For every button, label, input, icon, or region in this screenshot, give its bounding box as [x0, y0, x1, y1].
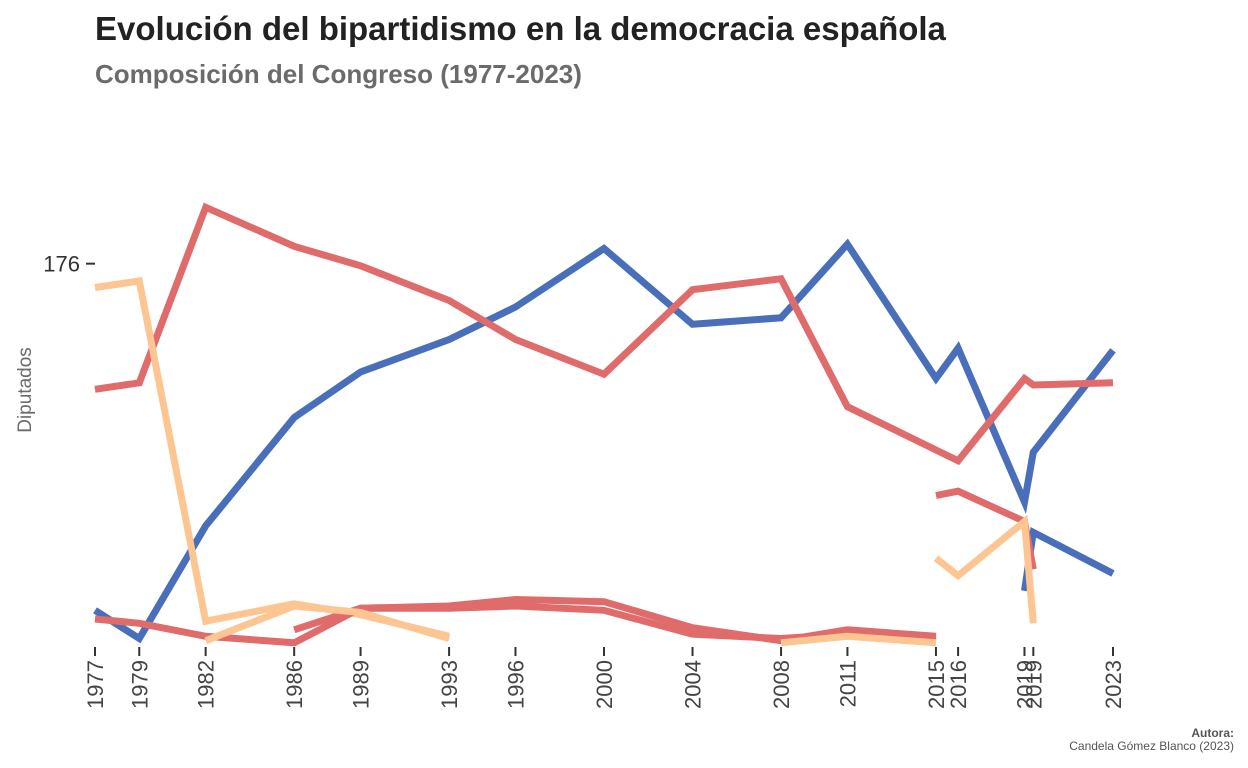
series-line-red-1 — [94, 202, 1114, 466]
series-layer — [93, 202, 1116, 647]
x-tick-label: 2019 — [1021, 660, 1046, 709]
x-tick-label: 2000 — [592, 660, 617, 709]
caption-label: Autora: — [1191, 726, 1234, 740]
x-tick-label: 2011 — [835, 660, 860, 707]
x-tick-label: 1982 — [194, 660, 219, 709]
chart-title: Evolución del bipartidismo en la democra… — [95, 10, 946, 47]
caption-author: Candela Gómez Blanco (2023) — [1069, 739, 1234, 753]
series-line-peach-8 — [780, 632, 937, 647]
x-tick-label: 1986 — [282, 660, 307, 709]
x-tick-label: 1993 — [437, 660, 462, 709]
chart-subtitle: Composición del Congreso (1977-2023) — [95, 59, 582, 89]
x-tick-label: 2019 — [1012, 660, 1037, 709]
x-tick-label: 2023 — [1101, 660, 1126, 709]
x-tick-label: 1979 — [127, 660, 152, 709]
x-tick-label: 2008 — [769, 660, 794, 709]
y-axis-label: Diputados — [15, 347, 36, 433]
caption: Autora: Candela Gómez Blanco (2023) — [1069, 727, 1234, 753]
series-line-blue-0 — [93, 238, 1116, 644]
series-line-blue-3 — [1021, 526, 1115, 592]
series-line-peach-7 — [204, 602, 451, 644]
x-tick-label: 1996 — [503, 660, 528, 709]
x-tick-label: 2015 — [924, 660, 949, 709]
axis-layer: 176 1977 1979 1982 1986 1989 1993 1996 2000 2004 2… — [43, 252, 1126, 709]
series-line-peach-2 — [94, 277, 450, 640]
x-tick-label: 1989 — [349, 660, 374, 709]
series-line-peach-9 — [933, 514, 1037, 624]
x-tick-label: 2016 — [946, 660, 971, 709]
series-line-red-5 — [293, 595, 937, 645]
x-tick-label: 2004 — [681, 660, 706, 709]
x-tick-label: 1977 — [83, 660, 108, 709]
y-tick-label: 176 — [43, 252, 80, 277]
